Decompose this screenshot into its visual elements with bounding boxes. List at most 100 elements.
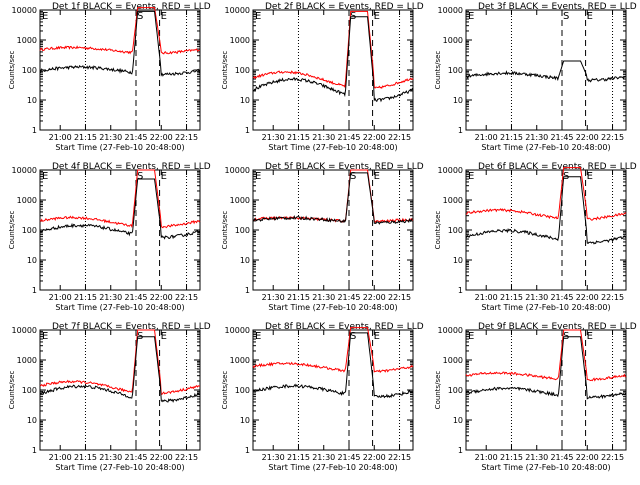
panel-det-3: Det 3f BLACK = Events, RED = LLD 1 10 100 10…: [434, 2, 637, 152]
marker-label: E: [42, 11, 48, 22]
x-tick-label: 22:00: [150, 133, 173, 142]
panel-title: Det 9f BLACK = Events, RED = LLD: [478, 322, 637, 332]
x-tick-label: 21:15: [74, 453, 97, 462]
x-tick-label: 21:30: [525, 453, 548, 462]
y-tick-label: 1000: [230, 356, 250, 365]
y-axis-label: Counts/sec: [8, 51, 16, 90]
x-tick-label: 21:15: [74, 133, 97, 142]
y-tick-label: 10000: [438, 326, 463, 335]
x-tick-label: 22:15: [388, 453, 411, 462]
y-axis-label: Counts/sec: [434, 211, 442, 250]
x-tick-label: 21:45: [337, 293, 360, 302]
y-tick-label: 10000: [225, 6, 250, 15]
x-tick-label: 21:30: [525, 133, 548, 142]
x-tick-label: 21:45: [124, 293, 147, 302]
y-axis-label: Counts/sec: [8, 371, 16, 410]
y-tick-label: 1: [32, 286, 37, 295]
y-tick-label: 10000: [438, 166, 463, 175]
x-tick-label: 21:45: [124, 133, 147, 142]
x-tick-label: 21:00: [49, 293, 72, 302]
y-tick-label: 10: [27, 96, 37, 105]
x-tick-label: 21:00: [49, 453, 72, 462]
marker-label: S: [137, 171, 143, 182]
x-axis-label: Start Time (27-Feb-10 20:48:00): [55, 303, 184, 312]
x-tick-label: 21:45: [124, 453, 147, 462]
y-tick-label: 100: [235, 66, 250, 75]
events-series-line: [465, 60, 627, 83]
x-tick-label: 22:15: [175, 293, 198, 302]
x-tick-label: 22:00: [576, 133, 599, 142]
lld-series-line: [39, 7, 200, 55]
y-tick-label: 1: [245, 126, 250, 135]
x-tick-label: 21:30: [262, 453, 285, 462]
y-tick-label: 10000: [438, 6, 463, 15]
lld-series-line: [252, 10, 414, 90]
marker-label: E: [255, 171, 261, 182]
y-tick-label: 10: [240, 96, 250, 105]
y-tick-label: 100: [448, 226, 463, 235]
x-axis-label: Start Time (27-Feb-10 20:48:00): [55, 463, 184, 472]
y-tick-label: 1000: [17, 196, 37, 205]
marker-label: E: [161, 331, 167, 342]
panel-title: Det 4f BLACK = Events, RED = LLD: [52, 162, 211, 172]
marker-label: S: [350, 171, 356, 182]
plot-frame: [39, 169, 201, 291]
x-tick-label: 22:15: [175, 133, 198, 142]
y-tick-label: 10: [453, 96, 463, 105]
y-tick-label: 10: [240, 256, 250, 265]
y-tick-label: 10000: [12, 166, 37, 175]
plot-frame: [252, 9, 414, 131]
events-series-line: [465, 336, 627, 400]
x-tick-label: 21:15: [287, 293, 310, 302]
panel-det-6: Det 6f BLACK = Events, RED = LLD 1 10 100 10…: [434, 162, 637, 312]
x-tick-label: 22:15: [601, 453, 624, 462]
y-tick-label: 100: [235, 386, 250, 395]
panel-det-7: Det 7f BLACK = Events, RED = LLD 1 10 100 10…: [8, 322, 211, 472]
events-series-line: [252, 16, 414, 103]
y-axis-label: Counts/sec: [8, 211, 16, 250]
plot-frame: [465, 9, 627, 131]
x-tick-label: 22:00: [363, 133, 386, 142]
marker-label: E: [587, 11, 593, 22]
marker-label: E: [374, 11, 380, 22]
y-tick-label: 1000: [230, 36, 250, 45]
x-tick-label: 22:15: [175, 453, 198, 462]
events-series-line: [39, 336, 201, 403]
y-tick-label: 10: [240, 416, 250, 425]
marker-label: E: [255, 11, 261, 22]
y-tick-label: 100: [448, 386, 463, 395]
x-tick-label: 22:00: [150, 293, 173, 302]
x-axis-label: Start Time (27-Feb-10 20:48:00): [268, 463, 397, 472]
y-tick-label: 100: [22, 66, 37, 75]
panel-title: Det 1f BLACK = Events, RED = LLD: [52, 2, 211, 12]
x-tick-label: 21:30: [99, 453, 122, 462]
x-tick-label: 22:00: [363, 293, 386, 302]
x-tick-label: 22:15: [388, 293, 411, 302]
x-tick-label: 21:30: [312, 453, 335, 462]
x-tick-label: 21:45: [337, 133, 360, 142]
y-tick-label: 10: [453, 256, 463, 265]
y-tick-label: 100: [22, 226, 37, 235]
x-tick-label: 21:15: [500, 133, 523, 142]
x-tick-label: 21:15: [500, 293, 523, 302]
lld-series-line: [39, 169, 201, 229]
marker-label: E: [42, 331, 48, 342]
x-tick-label: 21:30: [99, 293, 122, 302]
x-tick-label: 21:30: [262, 293, 285, 302]
y-tick-label: 10000: [225, 326, 250, 335]
y-axis-label: Counts/sec: [434, 371, 442, 410]
plot-frame: [252, 169, 414, 291]
y-tick-label: 1000: [17, 36, 37, 45]
x-tick-label: 22:15: [601, 293, 624, 302]
marker-label: E: [587, 171, 593, 182]
x-tick-label: 21:00: [49, 133, 72, 142]
x-axis-label: Start Time (27-Feb-10 20:48:00): [268, 143, 397, 152]
x-tick-label: 22:00: [150, 453, 173, 462]
y-tick-label: 1000: [230, 196, 250, 205]
x-tick-label: 21:30: [262, 133, 285, 142]
marker-label: E: [161, 11, 167, 22]
y-tick-label: 1: [458, 126, 463, 135]
y-tick-label: 1000: [443, 196, 463, 205]
x-tick-label: 21:30: [99, 133, 122, 142]
